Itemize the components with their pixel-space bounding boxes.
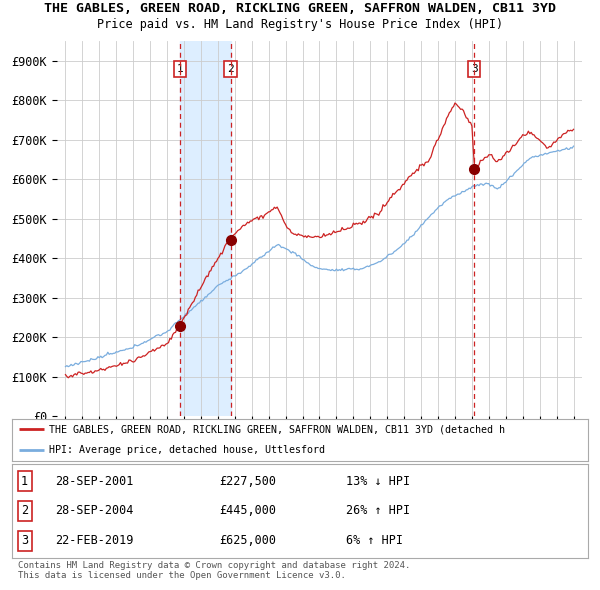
Text: £445,000: £445,000	[220, 504, 277, 517]
Text: 3: 3	[471, 64, 478, 74]
Text: Contains HM Land Registry data © Crown copyright and database right 2024.
This d: Contains HM Land Registry data © Crown c…	[18, 560, 410, 580]
Text: 1: 1	[21, 474, 28, 487]
Text: 3: 3	[21, 535, 28, 548]
Text: 28-SEP-2001: 28-SEP-2001	[55, 474, 134, 487]
Text: THE GABLES, GREEN ROAD, RICKLING GREEN, SAFFRON WALDEN, CB11 3YD (detached h: THE GABLES, GREEN ROAD, RICKLING GREEN, …	[49, 424, 505, 434]
Text: 1: 1	[176, 64, 183, 74]
Text: 13% ↓ HPI: 13% ↓ HPI	[346, 474, 410, 487]
Text: 28-SEP-2004: 28-SEP-2004	[55, 504, 134, 517]
Text: 6% ↑ HPI: 6% ↑ HPI	[346, 535, 403, 548]
Text: 26% ↑ HPI: 26% ↑ HPI	[346, 504, 410, 517]
Text: £227,500: £227,500	[220, 474, 277, 487]
Text: 22-FEB-2019: 22-FEB-2019	[55, 535, 134, 548]
Bar	[180, 41, 230, 416]
Text: £625,000: £625,000	[220, 535, 277, 548]
Text: 2: 2	[227, 64, 234, 74]
Text: Price paid vs. HM Land Registry's House Price Index (HPI): Price paid vs. HM Land Registry's House …	[97, 18, 503, 31]
Text: THE GABLES, GREEN ROAD, RICKLING GREEN, SAFFRON WALDEN, CB11 3YD: THE GABLES, GREEN ROAD, RICKLING GREEN, …	[44, 2, 556, 15]
Text: HPI: Average price, detached house, Uttlesford: HPI: Average price, detached house, Uttl…	[49, 445, 325, 455]
Text: 2: 2	[21, 504, 28, 517]
